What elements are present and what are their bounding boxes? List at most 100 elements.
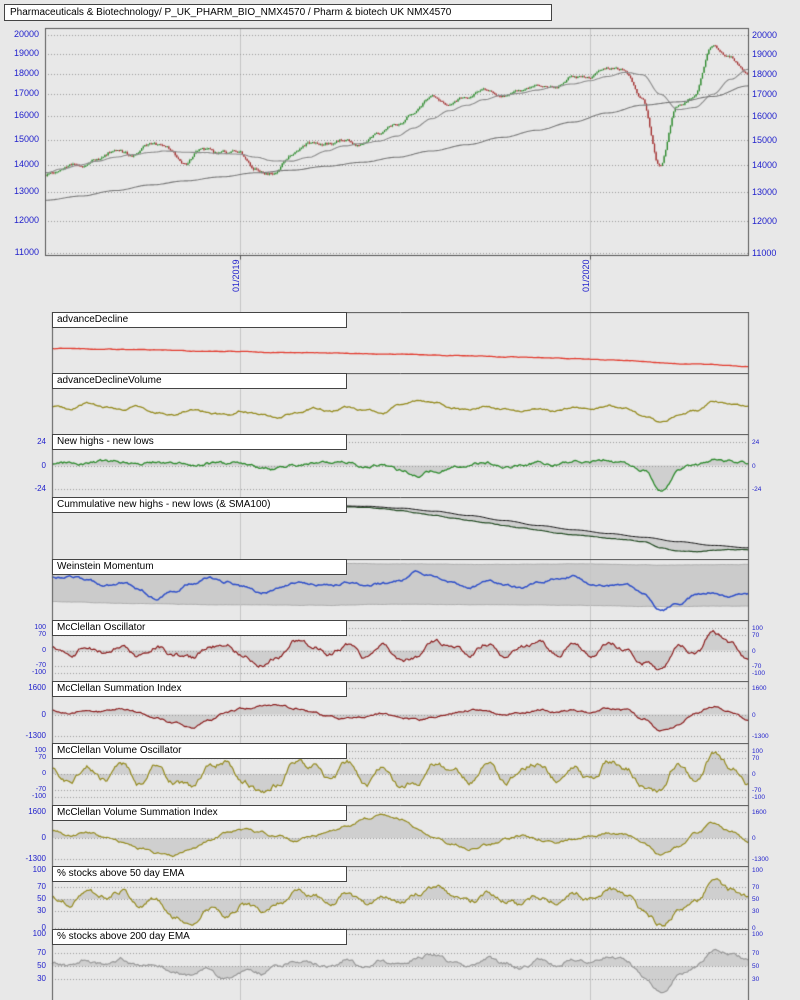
y-tick-label: 70 bbox=[752, 950, 760, 958]
advance-decline-volume-label-box: advanceDeclineVolume bbox=[52, 373, 347, 389]
y-tick-label: 0 bbox=[752, 834, 756, 842]
y-tick-label: 100 bbox=[32, 928, 46, 938]
y-tick-label: -1300 bbox=[25, 731, 46, 741]
y-tick-label: 12000 bbox=[13, 215, 39, 226]
y-tick-label: 0 bbox=[752, 462, 756, 470]
x-axis-label: 01/2019 bbox=[231, 259, 241, 292]
main-price-plot[interactable] bbox=[0, 25, 800, 312]
y-tick-label: 0 bbox=[752, 647, 756, 655]
y-tick-label: 19000 bbox=[13, 47, 39, 58]
y-tick-label: 1600 bbox=[752, 808, 767, 816]
y-tick-label: 12000 bbox=[752, 216, 778, 227]
y-tick-label: 19000 bbox=[752, 48, 778, 59]
y-tick-label: 0 bbox=[42, 770, 46, 777]
y-tick-label: 13000 bbox=[13, 185, 39, 196]
y-tick-label: 1600 bbox=[28, 682, 46, 692]
y-tick-label: 100 bbox=[752, 867, 763, 875]
y-tick-label: 0 bbox=[42, 646, 46, 654]
chart-title: Pharmaceuticals & Biotechnology/ P_UK_PH… bbox=[4, 4, 552, 21]
weinstein-momentum-label-box: Weinstein Momentum bbox=[52, 559, 347, 575]
panel-pct-stocks-above-200-day-ema: % stocks above 200 day EMA bbox=[0, 929, 800, 1000]
y-tick-label: -100 bbox=[31, 792, 46, 800]
y-tick-label: 11000 bbox=[752, 247, 777, 258]
y-tick-label: -24 bbox=[34, 484, 46, 494]
y-tick-label: 0 bbox=[752, 711, 756, 719]
y-tick-label: 13000 bbox=[752, 186, 778, 197]
y-tick-label: 30 bbox=[752, 976, 760, 984]
panel-pct-stocks-above-50-day-ema: % stocks above 50 day EMA bbox=[0, 866, 800, 929]
y-tick-label: 50 bbox=[752, 895, 760, 903]
y-tick-label: -24 bbox=[752, 486, 762, 494]
y-tick-label: 0 bbox=[752, 924, 756, 932]
panel-mcclellan-volume-oscillator: McClellan Volume Oscillator bbox=[0, 743, 800, 805]
panel-advance-decline: advanceDecline bbox=[0, 312, 800, 373]
y-tick-label: 70 bbox=[37, 882, 46, 892]
y-tick-label: 17000 bbox=[752, 89, 778, 100]
y-tick-label: 100 bbox=[32, 865, 46, 875]
y-tick-label: 1600 bbox=[752, 684, 767, 692]
panel-cumulative-new-highs-new-lows: Cummulative new highs - new lows (& SMA1… bbox=[0, 497, 800, 559]
y-tick-label: 30 bbox=[37, 905, 46, 915]
y-tick-label: -70 bbox=[752, 787, 762, 795]
y-tick-label: 0 bbox=[41, 832, 46, 842]
y-tick-label: 50 bbox=[752, 963, 760, 971]
y-tick-label: 11000 bbox=[14, 246, 39, 257]
y-tick-label: -1300 bbox=[752, 856, 769, 864]
y-tick-label: 24 bbox=[37, 436, 46, 446]
y-tick-label: -100 bbox=[752, 670, 766, 678]
y-tick-label: 14000 bbox=[752, 159, 778, 170]
x-axis-label: 01/2020 bbox=[581, 259, 591, 292]
y-tick-label: -1300 bbox=[25, 854, 46, 864]
y-tick-label: 15000 bbox=[752, 134, 778, 145]
y-tick-label: 70 bbox=[38, 630, 46, 638]
y-tick-label: 50 bbox=[37, 893, 46, 903]
advance-decline-label-box: advanceDecline bbox=[52, 312, 347, 328]
y-tick-label: -70 bbox=[752, 663, 762, 671]
y-tick-label: 100 bbox=[34, 747, 46, 755]
y-tick-label: 0 bbox=[752, 771, 756, 778]
y-tick-label: 20000 bbox=[752, 30, 778, 41]
y-tick-label: -70 bbox=[35, 662, 46, 670]
panel-advance-decline-volume: advanceDeclineVolume bbox=[0, 373, 800, 434]
y-tick-label: 30 bbox=[37, 974, 46, 984]
mcclellan-summation-index-label-box: McClellan Summation Index bbox=[52, 681, 347, 697]
y-tick-label: 70 bbox=[752, 884, 760, 892]
y-tick-label: -70 bbox=[35, 786, 46, 794]
panel-weinstein-momentum: Weinstein Momentum bbox=[0, 559, 800, 620]
panel-main-price bbox=[0, 25, 800, 312]
y-tick-label: -100 bbox=[31, 669, 46, 677]
y-tick-label: 100 bbox=[34, 623, 46, 631]
y-tick-label: 15000 bbox=[13, 133, 39, 144]
y-tick-label: 20000 bbox=[13, 29, 39, 40]
new-highs-new-lows-label-box: New highs - new lows bbox=[52, 434, 347, 450]
y-tick-label: 70 bbox=[752, 754, 760, 762]
pct-stocks-above-50-day-ema-label-box: % stocks above 50 day EMA bbox=[52, 866, 347, 882]
y-tick-label: 18000 bbox=[752, 68, 778, 79]
y-tick-label: 17000 bbox=[13, 88, 39, 99]
panel-new-highs-new-lows: New highs - new lows bbox=[0, 434, 800, 497]
y-tick-label: 1600 bbox=[28, 806, 46, 816]
y-tick-label: 0 bbox=[41, 460, 46, 470]
panel-mcclellan-volume-summation-index: McClellan Volume Summation Index bbox=[0, 805, 800, 866]
y-tick-label: -100 bbox=[752, 793, 766, 801]
y-tick-label: 0 bbox=[41, 709, 46, 719]
panel-mcclellan-summation-index: McClellan Summation Index bbox=[0, 681, 800, 743]
y-tick-label: 70 bbox=[752, 631, 760, 639]
mcclellan-volume-summation-index-label-box: McClellan Volume Summation Index bbox=[52, 805, 347, 821]
y-tick-label: 14000 bbox=[13, 158, 39, 169]
y-tick-label: 100 bbox=[752, 624, 763, 632]
y-tick-label: 100 bbox=[752, 930, 763, 938]
y-tick-label: 18000 bbox=[13, 67, 39, 78]
cumulative-new-highs-new-lows-label-box: Cummulative new highs - new lows (& SMA1… bbox=[52, 497, 347, 513]
y-tick-label: 16000 bbox=[752, 111, 778, 122]
mcclellan-volume-oscillator-label-box: McClellan Volume Oscillator bbox=[52, 743, 347, 759]
y-tick-label: 100 bbox=[752, 748, 763, 756]
y-tick-label: 30 bbox=[752, 907, 760, 915]
pct-stocks-above-200-day-ema-label-box: % stocks above 200 day EMA bbox=[52, 929, 347, 945]
y-tick-label: 0 bbox=[41, 922, 46, 932]
y-tick-label: 16000 bbox=[13, 110, 39, 121]
y-tick-label: 70 bbox=[38, 753, 46, 761]
y-tick-label: 70 bbox=[37, 948, 46, 958]
y-tick-label: 50 bbox=[37, 961, 46, 971]
y-tick-label: -1300 bbox=[752, 733, 769, 741]
